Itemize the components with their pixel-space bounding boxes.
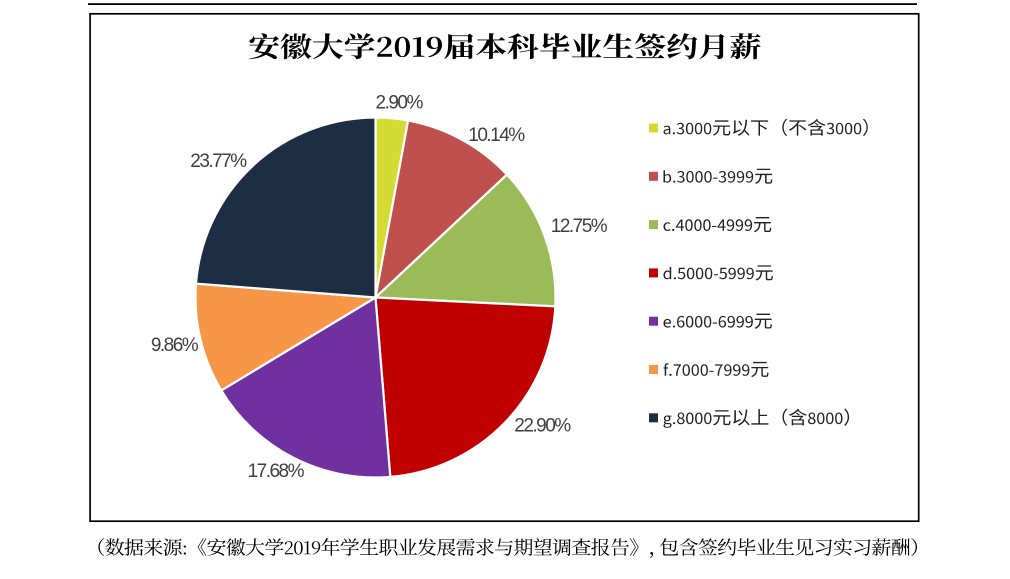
- svg-text:12.75%: 12.75%: [551, 216, 608, 237]
- svg-text:23.77%: 23.77%: [190, 151, 247, 172]
- svg-text:9.86%: 9.86%: [151, 335, 199, 356]
- svg-text:2.90%: 2.90%: [376, 92, 424, 113]
- svg-text:17.68%: 17.68%: [248, 461, 305, 482]
- svg-text:10.14%: 10.14%: [468, 125, 525, 146]
- svg-text:22.90%: 22.90%: [514, 416, 571, 437]
